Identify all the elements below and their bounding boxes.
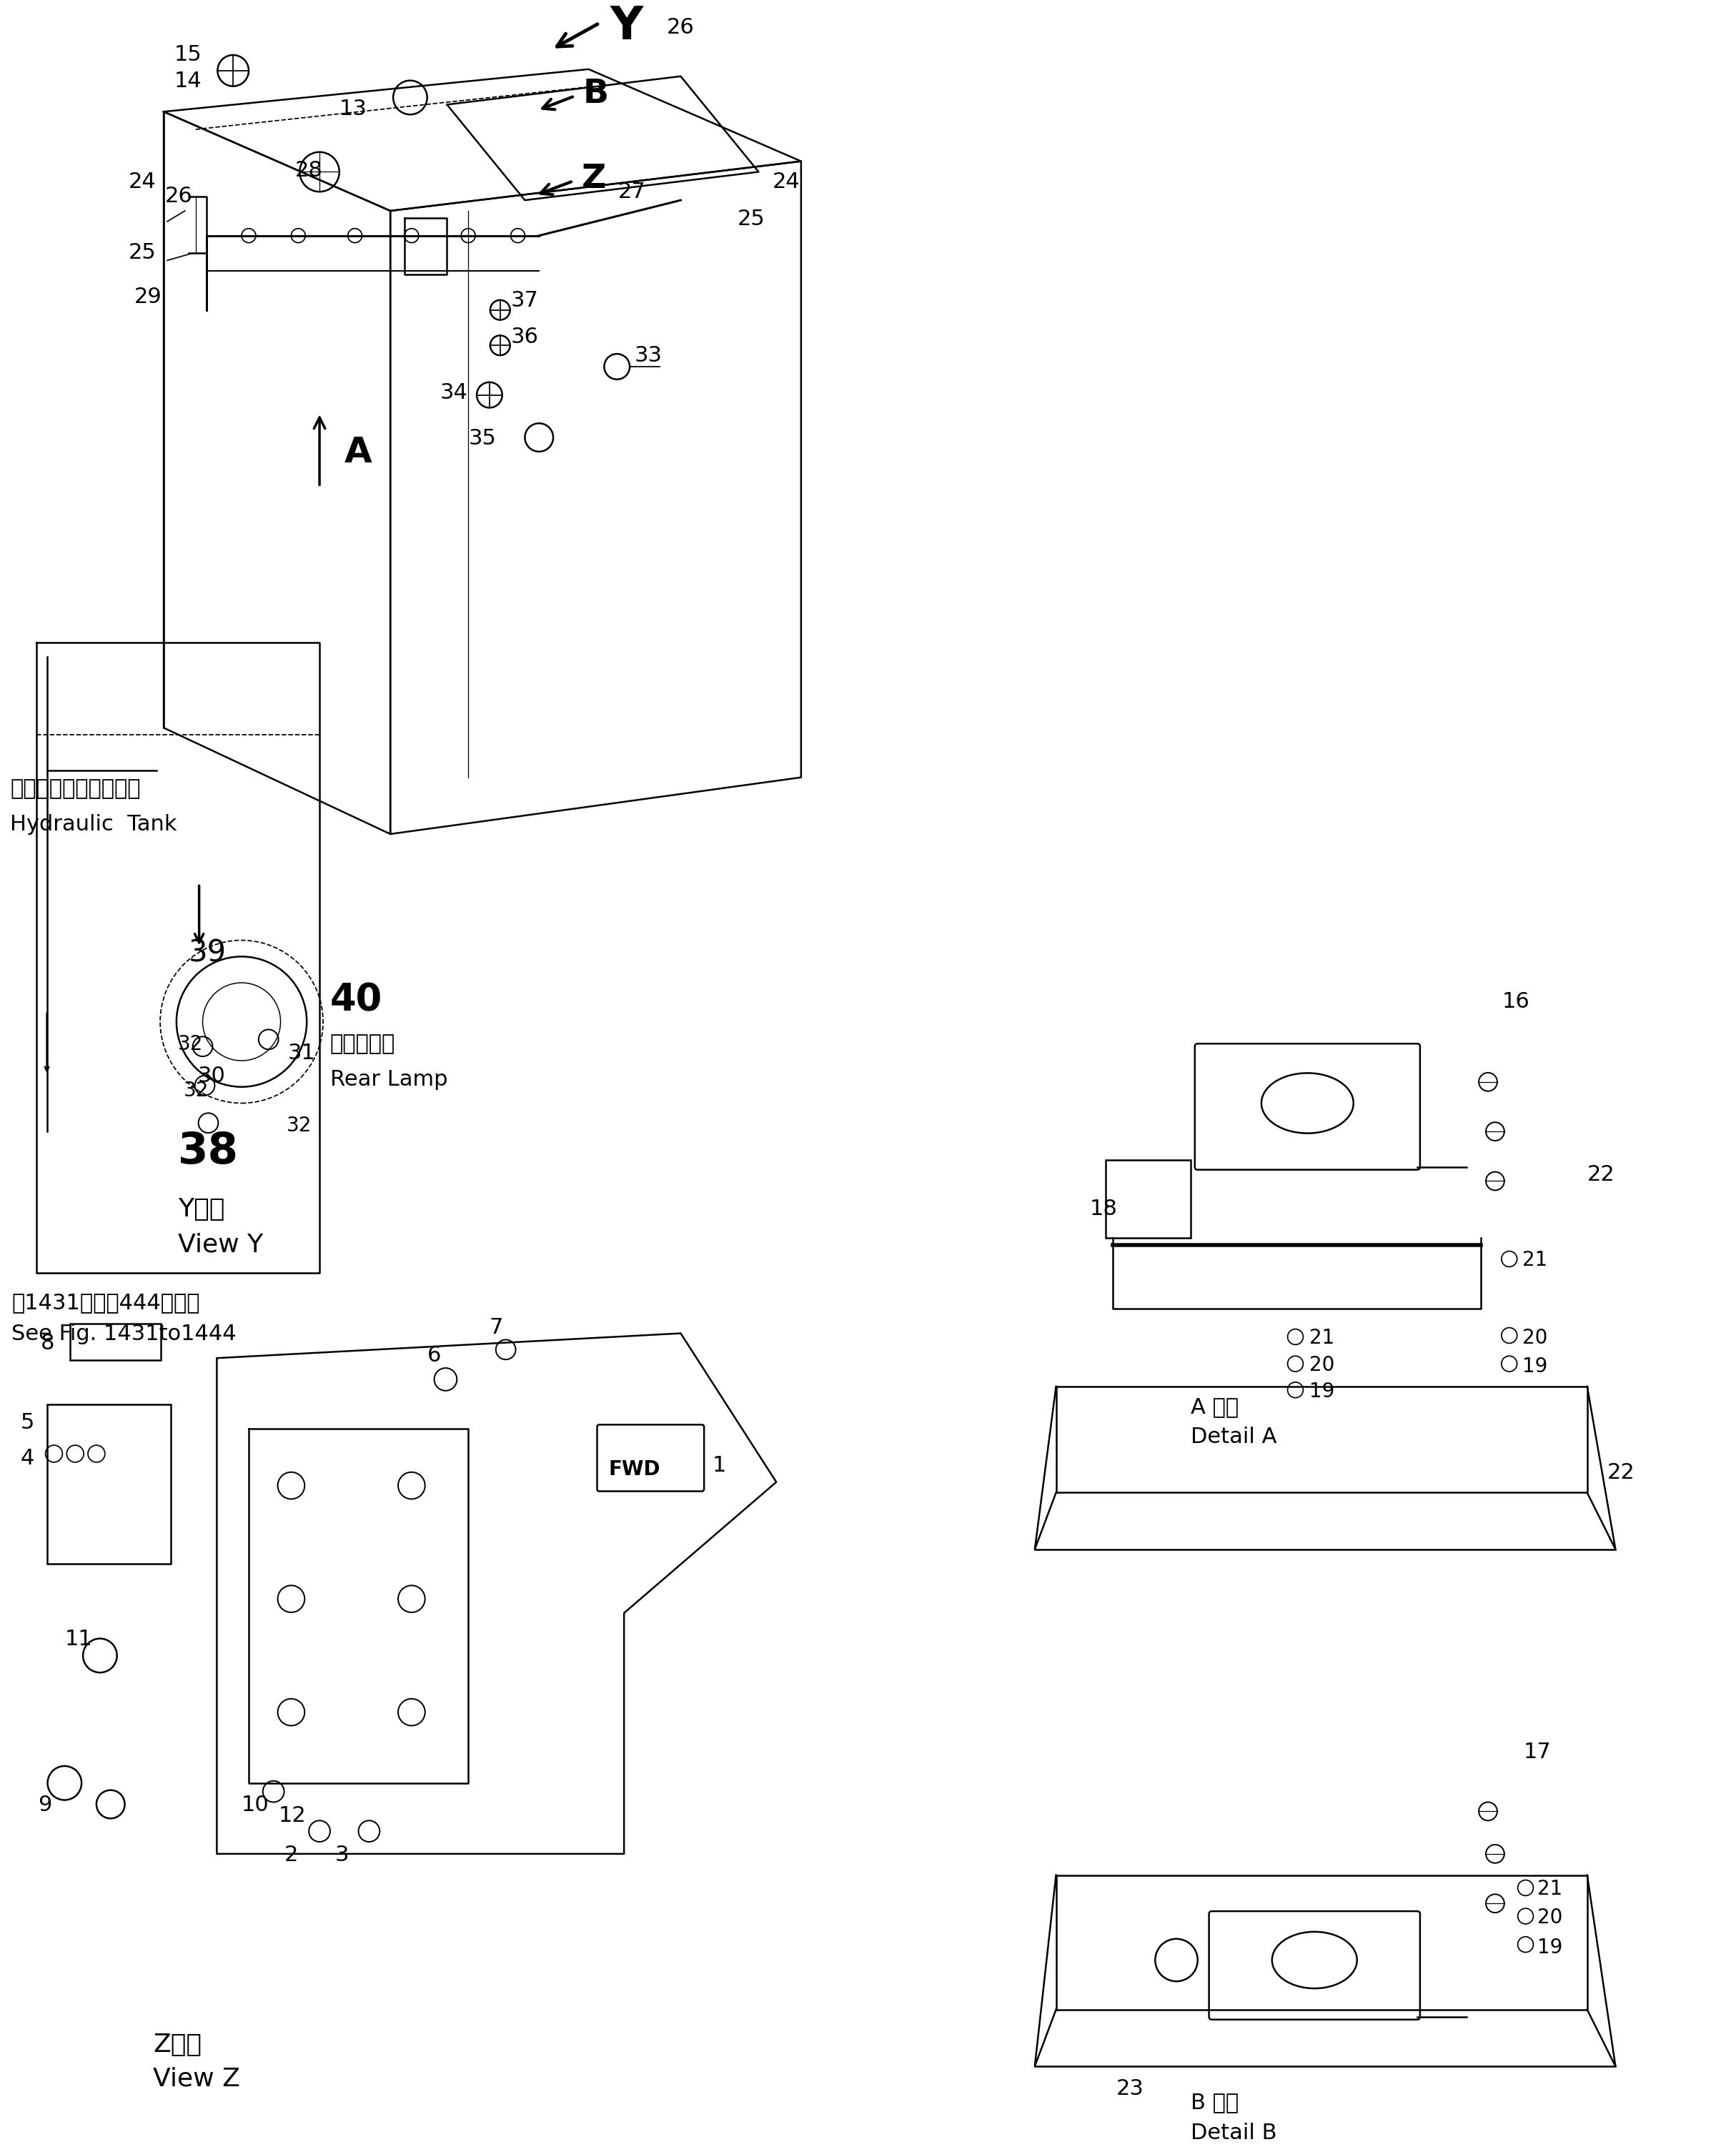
Text: 20: 20 xyxy=(1309,1356,1335,1375)
Text: 5: 5 xyxy=(21,1412,35,1433)
Text: 17: 17 xyxy=(1524,1741,1552,1762)
Text: 22: 22 xyxy=(1608,1461,1635,1483)
Text: 33: 33 xyxy=(635,344,663,366)
Text: 21: 21 xyxy=(1538,1879,1562,1900)
Text: 26: 26 xyxy=(165,185,193,207)
Text: 13: 13 xyxy=(339,99,366,121)
Text: 30: 30 xyxy=(198,1065,226,1087)
Text: 25: 25 xyxy=(738,209,766,230)
Text: 16: 16 xyxy=(1502,992,1529,1011)
Text: B 詳細: B 詳細 xyxy=(1191,2092,1238,2113)
Text: 第1431から１444図参照: 第1431から１444図参照 xyxy=(12,1291,200,1313)
Text: Rear Lamp: Rear Lamp xyxy=(330,1070,448,1089)
Text: 20: 20 xyxy=(1522,1328,1547,1349)
Text: Z　図: Z 図 xyxy=(153,2034,201,2057)
Text: 6: 6 xyxy=(427,1345,441,1367)
Text: Detail B: Detail B xyxy=(1191,2122,1276,2143)
Text: Hydraulic  Tank: Hydraulic Tank xyxy=(10,813,177,835)
Text: 36: 36 xyxy=(510,327,538,346)
Text: 37: 37 xyxy=(510,291,538,310)
Text: Z: Z xyxy=(582,164,606,196)
Text: 12: 12 xyxy=(278,1806,306,1827)
Text: 28: 28 xyxy=(295,161,323,181)
Text: 4: 4 xyxy=(21,1448,35,1468)
Text: 29: 29 xyxy=(134,286,161,308)
Text: 2: 2 xyxy=(285,1844,299,1866)
Text: 9: 9 xyxy=(38,1795,52,1816)
Text: 24: 24 xyxy=(128,172,156,192)
Text: FWD: FWD xyxy=(608,1459,660,1478)
Text: 32: 32 xyxy=(177,1035,203,1054)
Text: 18: 18 xyxy=(1090,1199,1118,1220)
Text: 7: 7 xyxy=(490,1317,503,1339)
Text: 25: 25 xyxy=(128,243,156,263)
Text: 32: 32 xyxy=(286,1115,311,1136)
Text: 19: 19 xyxy=(1522,1356,1547,1377)
Text: 20: 20 xyxy=(1538,1907,1562,1928)
Text: 24: 24 xyxy=(773,172,800,192)
Text: Detail A: Detail A xyxy=(1191,1427,1276,1448)
Text: 21: 21 xyxy=(1309,1328,1335,1349)
FancyBboxPatch shape xyxy=(597,1425,705,1491)
Text: See Fig. 1431to1444: See Fig. 1431to1444 xyxy=(12,1323,236,1345)
Text: 10: 10 xyxy=(241,1795,269,1816)
Text: A 詳細: A 詳細 xyxy=(1191,1397,1238,1418)
Text: 14: 14 xyxy=(174,71,201,90)
Text: View Y: View Y xyxy=(177,1233,264,1257)
Text: 23: 23 xyxy=(1116,2079,1144,2098)
Text: 40: 40 xyxy=(330,981,382,1018)
Text: 8: 8 xyxy=(40,1334,54,1354)
Text: 35: 35 xyxy=(469,428,496,450)
Text: 26: 26 xyxy=(667,17,694,39)
Text: 39: 39 xyxy=(189,938,226,968)
Text: 31: 31 xyxy=(288,1044,316,1063)
Text: B: B xyxy=(583,77,609,110)
Text: Y　視: Y 視 xyxy=(177,1197,224,1222)
Text: 22: 22 xyxy=(1587,1164,1614,1186)
Text: 19: 19 xyxy=(1538,1937,1562,1958)
Text: 3: 3 xyxy=(335,1844,349,1866)
Text: 32: 32 xyxy=(184,1080,208,1100)
Text: ハイドロリックタンク: ハイドロリックタンク xyxy=(10,779,141,798)
Text: 27: 27 xyxy=(618,181,646,202)
Text: 38: 38 xyxy=(177,1130,238,1173)
Text: 15: 15 xyxy=(174,45,201,65)
Text: リアランプ: リアランプ xyxy=(330,1033,396,1054)
Text: 34: 34 xyxy=(439,383,467,402)
Text: 11: 11 xyxy=(64,1629,92,1648)
Text: 1: 1 xyxy=(712,1455,726,1476)
Text: View Z: View Z xyxy=(153,2066,240,2092)
Text: Y: Y xyxy=(609,4,642,49)
Text: 19: 19 xyxy=(1309,1382,1335,1401)
Text: A: A xyxy=(344,435,372,469)
Text: 21: 21 xyxy=(1522,1250,1547,1270)
